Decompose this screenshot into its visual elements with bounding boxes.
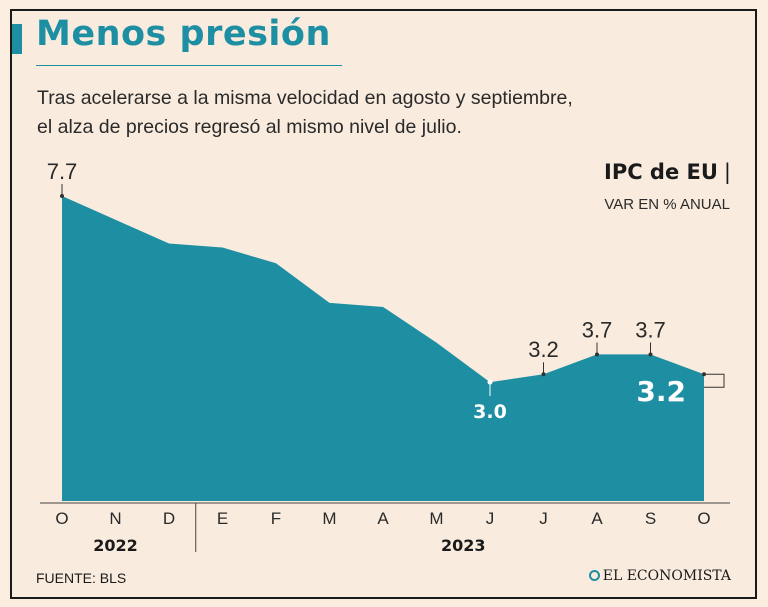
- subtitle: Tras acelerarse a la misma velocidad en …: [37, 84, 737, 142]
- x-tick-label: J: [486, 509, 495, 528]
- x-tick-label: J: [539, 509, 548, 528]
- x-tick-label: S: [645, 509, 656, 528]
- title-accent-bar: [12, 24, 22, 54]
- area-series: [62, 196, 704, 501]
- x-tick-label: O: [55, 509, 68, 528]
- x-tick-label: F: [271, 509, 281, 528]
- brand-icon: [588, 570, 600, 581]
- x-tick-label: M: [322, 509, 336, 528]
- data-label-bracket: [704, 373, 725, 388]
- data-point-marker: [487, 379, 493, 385]
- data-label: 3.7: [582, 317, 613, 342]
- x-tick-label: M: [429, 509, 443, 528]
- data-point-marker: [60, 194, 64, 198]
- series-title: IPC de EU |: [604, 160, 731, 184]
- title-underline: [36, 65, 342, 66]
- x-tick-label: A: [377, 509, 389, 528]
- series-title-text: IPC de EU: [604, 160, 718, 184]
- x-tick-label: D: [163, 509, 175, 528]
- series-unit: VAR EN % ANUAL: [604, 196, 730, 213]
- year-label: 2022: [93, 536, 138, 555]
- subtitle-line-2: el alza de precios regresó al mismo nive…: [37, 116, 462, 138]
- brand-name: EL ECONOMISTA: [602, 568, 731, 584]
- source-note: FUENTE: BLS: [36, 570, 127, 586]
- x-tick-label: O: [697, 509, 710, 528]
- year-label: 2023: [441, 536, 486, 555]
- data-label-last: 3.2: [636, 375, 686, 408]
- data-label: 7.7: [47, 159, 78, 184]
- brand-logo: EL ECONOMISTA: [588, 568, 731, 584]
- series-title-pipe: |: [723, 160, 731, 184]
- data-label: 3.2: [528, 337, 559, 362]
- subtitle-line-1: Tras acelerarse a la misma velocidad en …: [37, 87, 573, 109]
- x-tick-label: E: [217, 509, 228, 528]
- data-label: 3.0: [473, 401, 507, 423]
- data-point-marker: [648, 352, 653, 357]
- x-tick-label: N: [109, 509, 121, 528]
- x-tick-label: A: [591, 509, 603, 528]
- page-title: Menos presión: [36, 14, 331, 54]
- data-label: 3.7: [635, 317, 666, 342]
- data-point-marker: [541, 372, 546, 377]
- data-point-marker: [595, 352, 599, 357]
